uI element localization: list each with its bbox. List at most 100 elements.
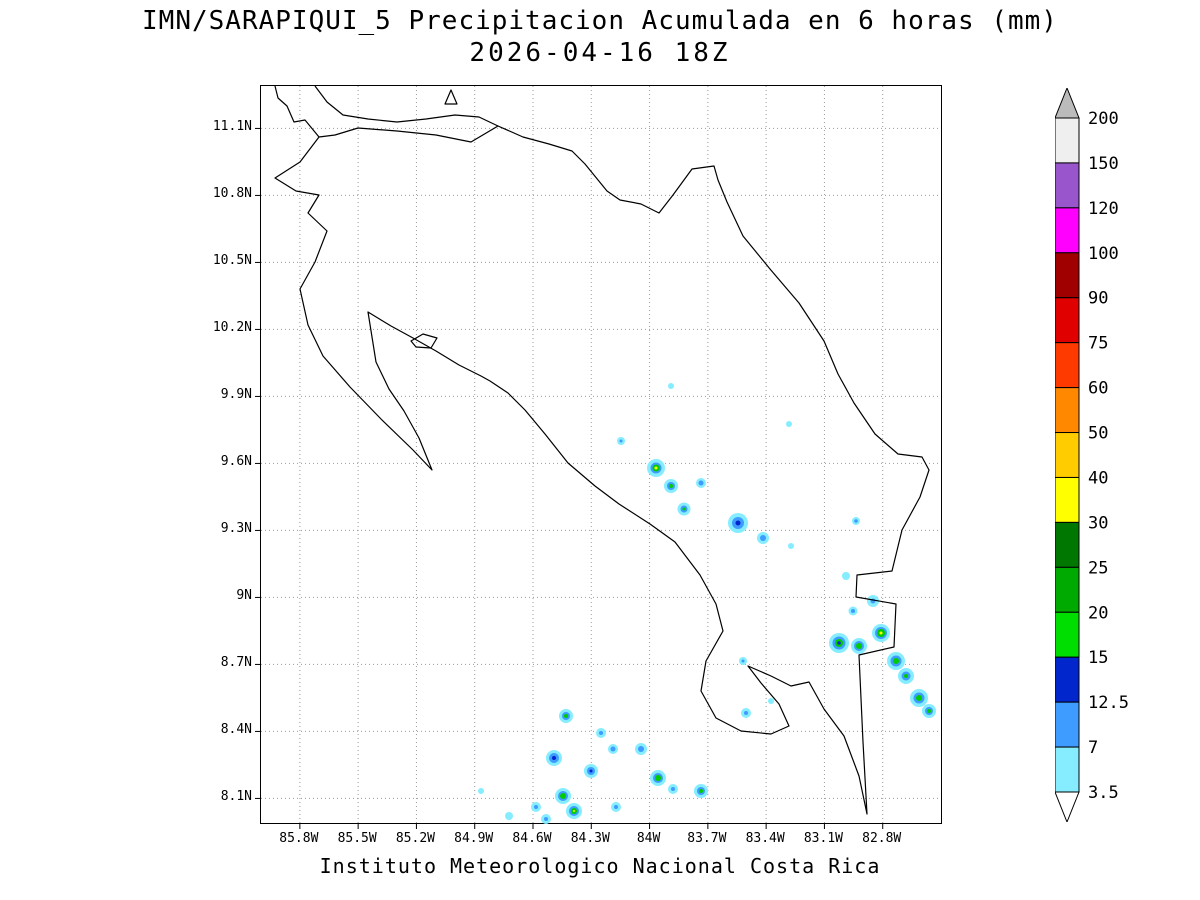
- precip-cell: [744, 711, 748, 715]
- colorbar-label: 60: [1088, 379, 1108, 399]
- lat-label: 8.4N: [220, 722, 252, 738]
- precip-cell: [638, 746, 644, 752]
- lon-label: 83.7W: [687, 831, 727, 846]
- lat-label: 11.1N: [212, 119, 252, 135]
- precip-cell: [741, 659, 745, 663]
- graticule: [261, 86, 941, 823]
- precip-cell: [927, 709, 931, 713]
- precip-cell: [760, 535, 766, 541]
- precip-cell: [879, 631, 883, 635]
- precip-cell: [552, 756, 556, 760]
- precip-cell: [904, 674, 908, 678]
- precip-cell: [854, 519, 858, 523]
- colorbar-label: 7: [1088, 738, 1098, 758]
- colorbar-box: [1054, 476, 1080, 523]
- lon-label: 85.2W: [395, 831, 435, 846]
- plot-valid-time: 2026-04-16 18Z: [469, 38, 731, 68]
- lon-label: 84.9W: [454, 831, 494, 846]
- colorbar-box: [1054, 117, 1080, 164]
- coastline-path: [274, 125, 930, 815]
- colorbar-box: [1054, 297, 1080, 344]
- colorbar-label: 150: [1088, 154, 1119, 174]
- plot-title-block: IMN/SARAPIQUI_5 Precipitacion Acumulada …: [0, 6, 1200, 68]
- tick-marks: [255, 127, 884, 829]
- colorbar-label: 200: [1088, 109, 1119, 129]
- colorbar-box: [1054, 387, 1080, 434]
- precip-cell: [699, 789, 703, 793]
- colorbar-box: [1054, 566, 1080, 613]
- lat-label: 8.7N: [220, 655, 252, 671]
- source-caption: Instituto Meteorologico Nacional Costa R…: [319, 854, 881, 878]
- precip-cell: [768, 698, 774, 704]
- precip-cell: [856, 643, 862, 649]
- colorbar-scale: 200 150 120 100 90 75 60 50 40 30 25 20 15 12.5 7 3.5: [1054, 86, 1129, 824]
- colorbar-label: 20: [1088, 603, 1108, 623]
- colorbar-box: [1054, 746, 1080, 793]
- precip-cell: [735, 520, 741, 526]
- precip-cell: [698, 480, 704, 486]
- precip-cell: [564, 714, 568, 718]
- precip-cell: [671, 787, 675, 791]
- precip-cell: [534, 805, 538, 809]
- colorbar-label: 40: [1088, 468, 1108, 488]
- precipitation-cells: [478, 383, 936, 824]
- lon-label: 84.3W: [570, 831, 610, 846]
- map-plot-area: [255, 85, 942, 829]
- colorbar: 200 150 120 100 90 75 60 50 40 30 25 20 15 12.5 7 3.5: [1054, 86, 1175, 826]
- precip-cell: [786, 421, 792, 427]
- coastline-path: [444, 89, 458, 105]
- plot-title: IMN/SARAPIQUI_5 Precipitacion Acumulada …: [142, 6, 1058, 36]
- colorbar-label: 90: [1088, 289, 1108, 309]
- lon-label: 82.8W: [862, 831, 902, 846]
- precip-cell: [669, 484, 673, 488]
- lat-label: 9.6N: [220, 454, 252, 470]
- precip-cell: [614, 805, 618, 809]
- colorbar-label: 15: [1088, 648, 1108, 668]
- precip-cell: [573, 810, 575, 812]
- lon-label: 84W: [636, 831, 661, 846]
- colorbar-box: [1054, 656, 1080, 703]
- precip-cell: [505, 812, 513, 820]
- colorbar-box: [1054, 162, 1080, 209]
- colorbar-box: [1054, 252, 1080, 299]
- lat-label: 9N: [236, 588, 252, 604]
- precip-cell: [654, 466, 658, 470]
- coastline-path: [410, 333, 438, 349]
- colorbar-box: [1054, 432, 1080, 478]
- lat-label: 10.2N: [212, 320, 252, 336]
- lat-label: 9.3N: [220, 521, 252, 537]
- precip-cell: [893, 658, 899, 664]
- colorbar-label: 75: [1088, 334, 1108, 354]
- colorbar-label: 120: [1088, 199, 1119, 219]
- precip-cell: [916, 695, 922, 701]
- colorbar-label: 12.5: [1088, 693, 1129, 713]
- coastline-path: [314, 85, 499, 127]
- precip-cell: [599, 731, 603, 735]
- precip-cell: [619, 439, 623, 443]
- colorbar-box: [1054, 521, 1080, 568]
- colorbar-over-arrow: [1054, 86, 1080, 119]
- lat-label: 10.8N: [212, 186, 252, 202]
- lat-label: 9.9N: [220, 387, 252, 403]
- colorbar-label: 3.5: [1088, 783, 1119, 803]
- lat-label: 8.1N: [220, 789, 252, 805]
- precip-cell: [842, 572, 850, 580]
- coastlines: [274, 85, 930, 815]
- precip-cell: [837, 641, 841, 645]
- colorbar-label: 100: [1088, 244, 1119, 264]
- lon-label: 85.8W: [279, 831, 319, 846]
- precip-cell: [788, 543, 794, 549]
- precip-cell: [682, 507, 686, 511]
- precip-cell: [655, 775, 661, 781]
- colorbar-under-arrow: [1054, 791, 1080, 824]
- lon-label: 85.5W: [337, 831, 377, 846]
- colorbar-label: 25: [1088, 558, 1108, 578]
- colorbar-label: 50: [1088, 424, 1108, 444]
- colorbar-box: [1054, 611, 1080, 658]
- colorbar-box: [1054, 207, 1080, 254]
- lat-label: 10.5N: [212, 253, 252, 269]
- precip-cell: [610, 746, 616, 752]
- precip-cell: [668, 383, 674, 389]
- precip-cell: [478, 788, 484, 794]
